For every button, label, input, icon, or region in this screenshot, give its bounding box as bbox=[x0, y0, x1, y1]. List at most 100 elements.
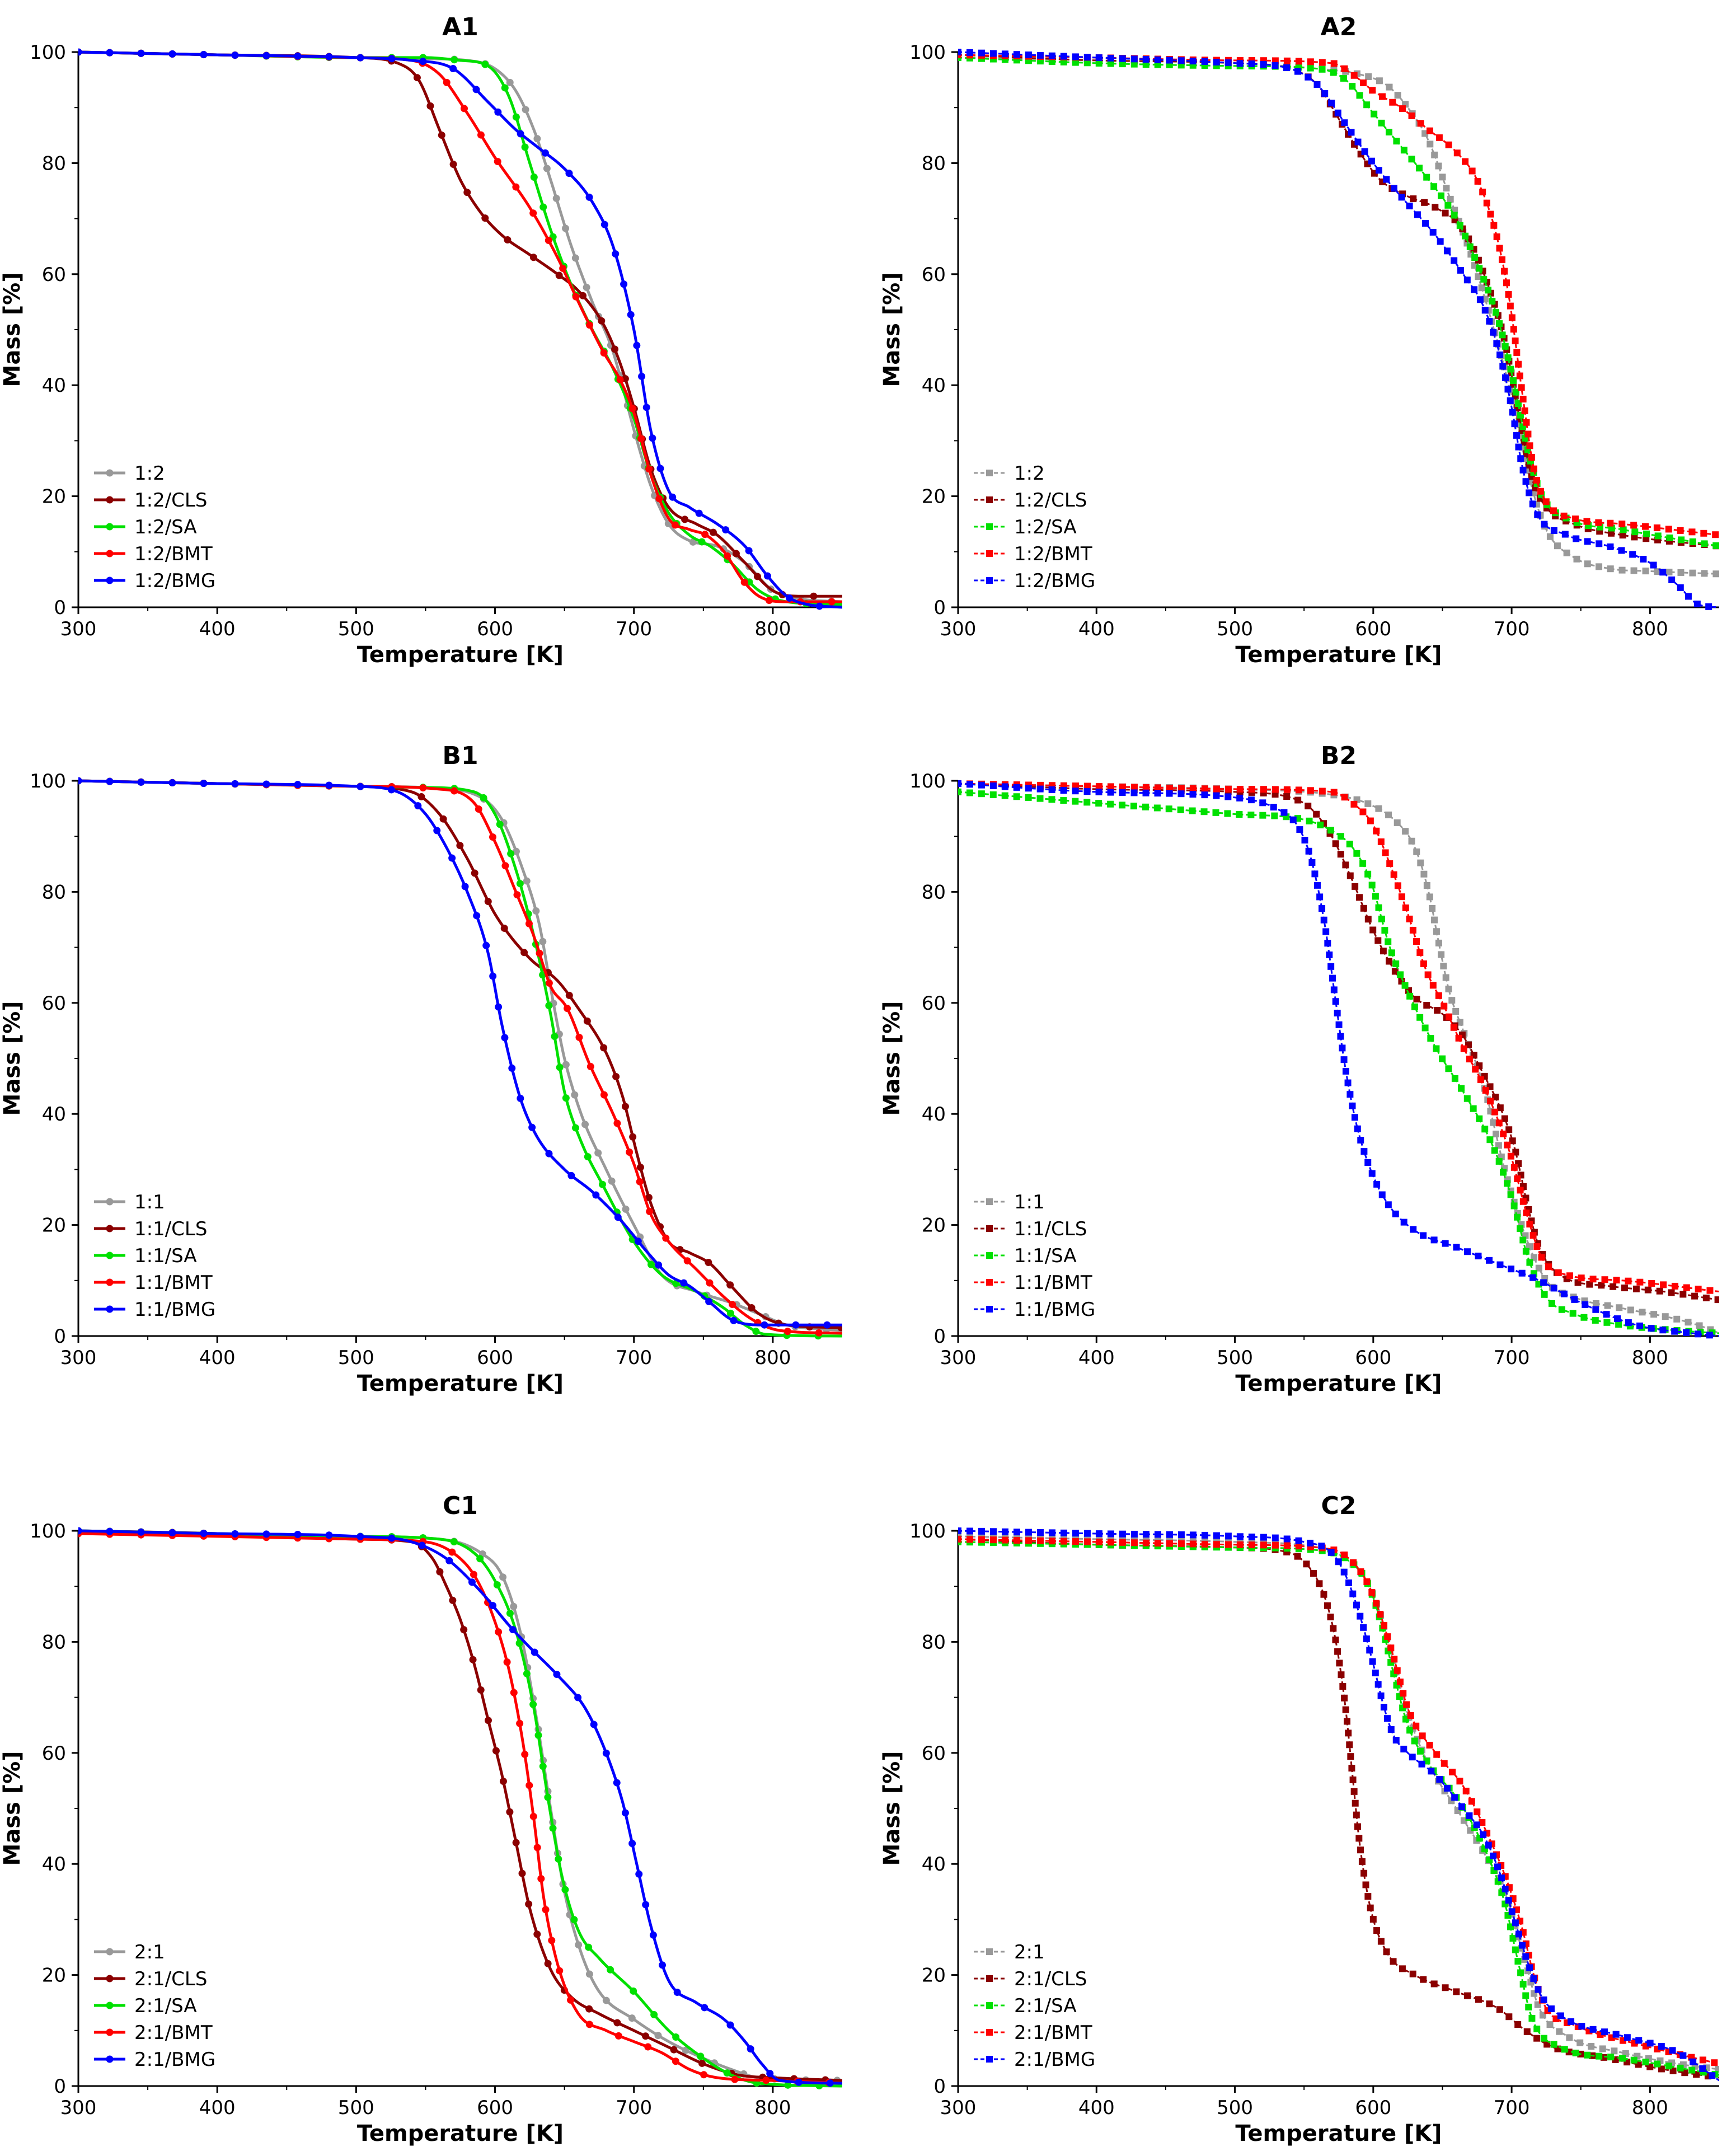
data-point bbox=[1060, 787, 1067, 794]
chart-b1: B1 300 400 500 600 700 800 0 20 40 60 80 100 Temperat… bbox=[0, 742, 842, 1396]
legend-swatch-marker bbox=[986, 1975, 993, 1982]
data-point bbox=[1554, 542, 1561, 550]
data-point bbox=[1503, 279, 1510, 287]
data-point bbox=[1348, 129, 1355, 136]
data-point bbox=[1311, 870, 1319, 878]
data-point bbox=[1330, 789, 1338, 796]
data-point bbox=[1357, 1846, 1364, 1854]
data-point bbox=[567, 1171, 575, 1179]
data-point bbox=[600, 221, 608, 228]
data-point bbox=[1303, 1560, 1310, 1568]
data-point bbox=[1571, 1296, 1578, 1303]
data-point bbox=[1060, 1538, 1067, 1545]
data-point bbox=[1319, 788, 1326, 795]
data-point bbox=[1316, 1580, 1323, 1587]
data-point bbox=[1377, 1611, 1384, 1618]
data-point bbox=[792, 1321, 800, 1329]
legend-item-1-1-bmt: 1:1/BMT bbox=[94, 1272, 213, 1294]
data-point bbox=[495, 1003, 503, 1011]
data-point bbox=[1530, 465, 1537, 472]
legend-item-2-1: 2:1 bbox=[94, 1941, 165, 1963]
data-point bbox=[724, 552, 731, 560]
data-point bbox=[1426, 1741, 1433, 1749]
data-point bbox=[600, 1091, 608, 1099]
data-point bbox=[628, 1840, 636, 1848]
x-tick-label: 300 bbox=[940, 618, 977, 640]
data-point bbox=[565, 991, 573, 999]
series-line bbox=[78, 779, 842, 1327]
data-point bbox=[1714, 1296, 1719, 1304]
data-point bbox=[1260, 1534, 1267, 1541]
data-point bbox=[795, 2078, 803, 2086]
data-point bbox=[1380, 948, 1387, 955]
y-tick-label: 100 bbox=[30, 770, 66, 793]
data-point bbox=[1342, 1067, 1349, 1075]
data-point bbox=[1373, 827, 1380, 835]
data-point bbox=[1507, 397, 1514, 404]
data-point bbox=[492, 1747, 500, 1755]
y-tick-label: 80 bbox=[922, 1631, 946, 1653]
y-tick-label: 20 bbox=[42, 1965, 66, 1987]
data-point bbox=[1596, 563, 1603, 570]
y-tick-label: 80 bbox=[42, 881, 66, 903]
data-point bbox=[731, 2075, 739, 2083]
data-point bbox=[1025, 794, 1032, 801]
data-point bbox=[1294, 796, 1302, 804]
data-point bbox=[1295, 1543, 1302, 1550]
data-point bbox=[1494, 1863, 1501, 1871]
legend-label: 2:1 bbox=[1014, 1941, 1045, 1963]
y-tick-label: 0 bbox=[933, 2075, 946, 2098]
data-point bbox=[989, 50, 997, 57]
data-point bbox=[614, 1213, 622, 1221]
data-point bbox=[1001, 783, 1008, 790]
data-point bbox=[633, 341, 641, 349]
data-point bbox=[1569, 1310, 1577, 1317]
data-point bbox=[574, 1694, 582, 1702]
data-point bbox=[1377, 1692, 1385, 1699]
data-point bbox=[1513, 1213, 1521, 1221]
x-tick-label: 400 bbox=[199, 2097, 236, 2119]
data-point bbox=[630, 1987, 637, 1995]
data-point bbox=[1512, 1946, 1519, 1953]
data-point bbox=[1375, 904, 1382, 911]
data-point bbox=[1444, 1784, 1451, 1792]
data-point bbox=[1496, 1104, 1504, 1112]
data-point bbox=[1342, 1706, 1349, 1713]
y-tick-label: 20 bbox=[922, 1965, 946, 1987]
data-point bbox=[1353, 1811, 1360, 1818]
data-point bbox=[463, 189, 471, 196]
data-point bbox=[583, 1017, 591, 1025]
data-point bbox=[1083, 59, 1091, 67]
data-point bbox=[607, 1966, 614, 1974]
data-point bbox=[1648, 1279, 1655, 1287]
data-point bbox=[1398, 194, 1405, 201]
data-point bbox=[137, 778, 145, 786]
data-point bbox=[1656, 1287, 1663, 1295]
data-point bbox=[1306, 817, 1313, 824]
data-point bbox=[1142, 61, 1149, 68]
data-point bbox=[585, 193, 593, 201]
series-2-1 bbox=[958, 1532, 1719, 2073]
data-point bbox=[539, 938, 547, 945]
data-point bbox=[1610, 1283, 1617, 1290]
data-point bbox=[1699, 2065, 1706, 2072]
series-line bbox=[78, 1532, 842, 2085]
data-point bbox=[1596, 540, 1603, 547]
data-point bbox=[598, 317, 606, 325]
data-point bbox=[1693, 601, 1701, 608]
data-point bbox=[1166, 790, 1173, 797]
legend-label: 1:2/BMG bbox=[134, 570, 215, 592]
data-point bbox=[1295, 58, 1302, 65]
data-point bbox=[1364, 800, 1372, 807]
data-point bbox=[555, 1855, 562, 1863]
data-point bbox=[1517, 455, 1524, 462]
data-point bbox=[642, 404, 650, 411]
data-point bbox=[1213, 59, 1220, 66]
data-point bbox=[1630, 2056, 1638, 2064]
data-point bbox=[1603, 1311, 1610, 1318]
data-point bbox=[585, 2005, 593, 2013]
y-tick-label: 40 bbox=[922, 1853, 946, 1876]
data-point bbox=[1341, 794, 1348, 801]
data-point bbox=[1353, 850, 1360, 857]
